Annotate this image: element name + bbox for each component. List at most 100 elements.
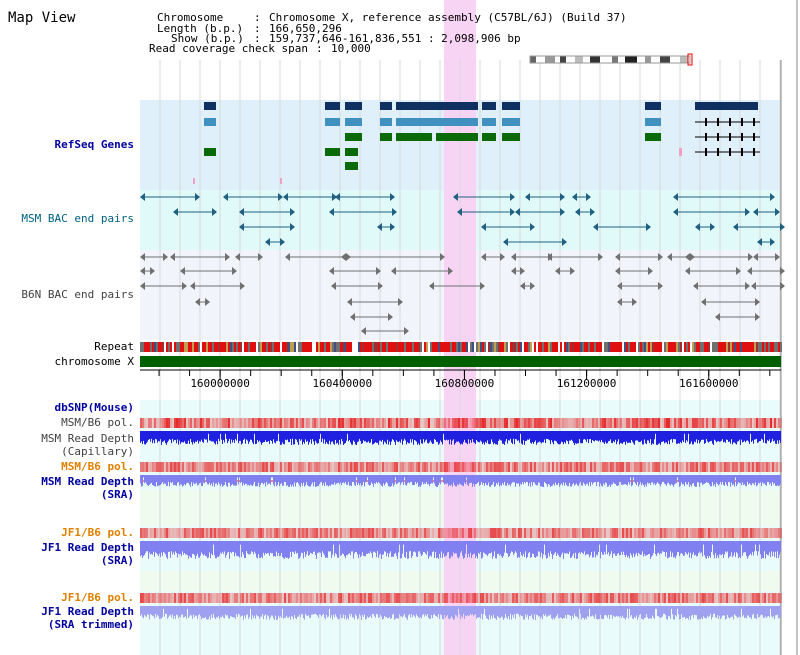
pol-segment (576, 593, 578, 603)
pol-segment (520, 418, 522, 428)
pol-segment (426, 528, 428, 538)
pol-segment (534, 528, 536, 538)
pol-segment (258, 462, 260, 472)
pol-segment (310, 418, 312, 428)
pol-segment (530, 462, 532, 472)
pol-segment (188, 593, 190, 603)
pol-segment (516, 418, 518, 428)
msm-bac-pair-end (453, 193, 458, 201)
pol-segment (268, 528, 270, 538)
pol-segment (366, 528, 368, 538)
track-label-msm-bac[interactable]: MSM BAC end pairs (21, 212, 134, 225)
pol-segment (318, 462, 320, 472)
pol-segment (240, 462, 242, 472)
pol-segment (674, 528, 676, 538)
pol-segment (174, 528, 176, 538)
pol-segment (598, 593, 600, 603)
pol-segment (470, 528, 472, 538)
pol-segment (354, 462, 356, 472)
repeat-segment (444, 342, 446, 352)
pol-segment (656, 418, 658, 428)
track-label-b6n-bac[interactable]: B6N BAC end pairs (21, 288, 134, 301)
pol-segment (380, 593, 382, 603)
msm-bac-pair-end (503, 238, 508, 246)
pol-segment (386, 528, 388, 538)
pol-segment (174, 418, 176, 428)
gene-dark (645, 102, 661, 110)
pol-segment (748, 418, 750, 428)
pol-segment (700, 462, 702, 472)
pol-segment (572, 528, 574, 538)
repeat-segment (504, 342, 506, 352)
msm-bac-pair-end (770, 193, 775, 201)
pol-segment (152, 462, 154, 472)
pol-segment (578, 462, 580, 472)
pol-segment (220, 528, 222, 538)
pol-segment (390, 462, 392, 472)
repeat-segment (332, 342, 334, 352)
pol-segment (288, 462, 290, 472)
pol-segment (548, 528, 550, 538)
pol-segment (556, 528, 558, 538)
pol-segment (486, 462, 488, 472)
pol-segment (510, 528, 512, 538)
pol-segment (332, 418, 334, 428)
exon (741, 118, 743, 126)
pol-segment (546, 528, 548, 538)
pol-segment (526, 418, 528, 428)
pol-segment (396, 462, 398, 472)
track-label-refseq[interactable]: RefSeq Genes (54, 138, 134, 151)
repeat-segment (720, 342, 722, 352)
pol-segment (532, 528, 534, 538)
gene-mid (396, 118, 478, 126)
pol-segment (144, 593, 146, 603)
pol-segment (436, 528, 438, 538)
pol-segment (414, 418, 416, 428)
pol-segment (666, 528, 668, 538)
repeat-segment (160, 342, 162, 352)
pol-segment (738, 462, 740, 472)
pol-segment (632, 593, 634, 603)
pol-segment (172, 593, 174, 603)
pol-segment (502, 593, 504, 603)
pol-segment (610, 418, 612, 428)
pol-segment (690, 528, 692, 538)
pol-segment (336, 418, 338, 428)
pol-segment (196, 418, 198, 428)
repeat-segment (430, 342, 432, 352)
track-label-dbsnp[interactable]: dbSNP(Mouse) (54, 401, 134, 414)
pol-segment (568, 462, 570, 472)
pol-segment (476, 528, 478, 538)
pol-segment (512, 418, 514, 428)
repeat-segment (286, 342, 288, 352)
pol-segment (626, 418, 628, 428)
pol-segment (554, 528, 556, 538)
pol-segment (758, 528, 760, 538)
repeat-segment (694, 342, 696, 352)
pol-segment (302, 418, 304, 428)
pol-segment (758, 418, 760, 428)
pol-segment (768, 528, 770, 538)
b6n-bac-pair-end (388, 313, 393, 321)
pol-segment (626, 593, 628, 603)
pol-segment (432, 418, 434, 428)
pol-segment (382, 593, 384, 603)
pol-segment (520, 528, 522, 538)
track-label-jf1-depth-trim: JF1 Read Depth (41, 605, 134, 618)
pol-segment (354, 528, 356, 538)
b6n-bac-pair-end (398, 298, 403, 306)
repeat-segment (356, 342, 358, 352)
msm-bac-pair-end (332, 193, 337, 201)
pol-segment (320, 528, 322, 538)
pol-segment (274, 462, 276, 472)
pol-segment (758, 462, 760, 472)
pol-segment (300, 528, 302, 538)
pol-segment (670, 418, 672, 428)
pol-segment (530, 528, 532, 538)
b6n-bac-pair-end (190, 282, 195, 290)
marker (193, 178, 195, 184)
pol-segment (778, 528, 780, 538)
pol-segment (580, 462, 582, 472)
